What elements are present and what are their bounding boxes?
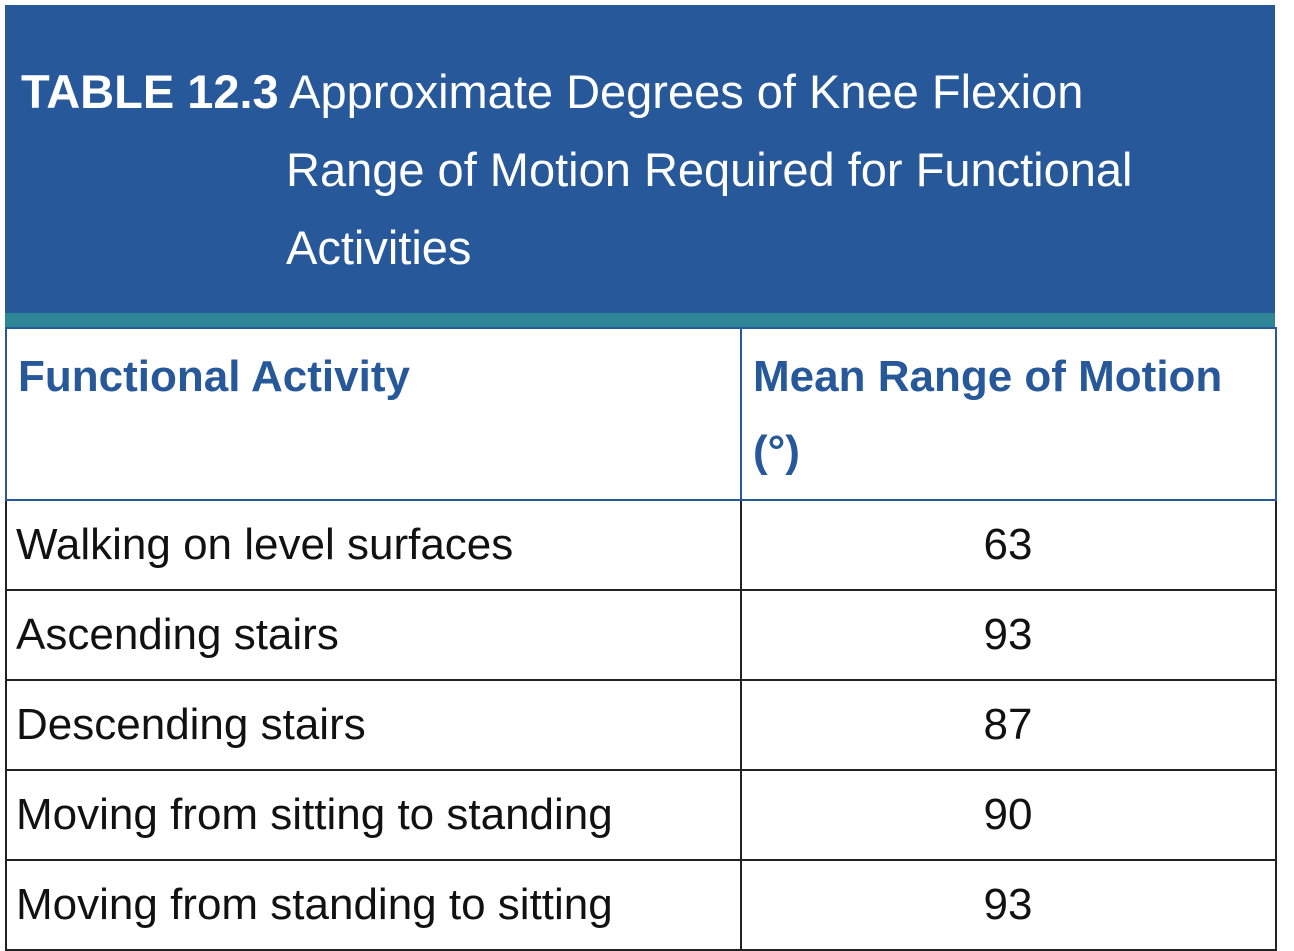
caption-divider [5, 313, 1275, 327]
range-cell: 90 [740, 769, 1277, 861]
table-row: Descending stairs 87 [5, 679, 1277, 771]
table-row: Ascending stairs 93 [5, 589, 1277, 681]
range-cell: 93 [740, 859, 1277, 951]
table-caption: TABLE 12.3 Approximate Degrees of Knee F… [5, 5, 1275, 313]
activity-cell: Moving from sitting to standing [5, 769, 742, 861]
activity-cell: Ascending stairs [5, 589, 742, 681]
table-row: Walking on level surfaces 63 [5, 499, 1277, 591]
table-row: Moving from sitting to standing 90 [5, 769, 1277, 861]
data-table: TABLE 12.3 Approximate Degrees of Knee F… [5, 5, 1277, 951]
table-title-line1: Approximate Degrees of Knee Flexion [289, 65, 1084, 118]
activity-cell: Walking on level surfaces [5, 499, 742, 591]
header-functional-activity: Functional Activity [5, 327, 742, 501]
table-number: TABLE 12.3 [21, 65, 279, 118]
range-cell: 87 [740, 679, 1277, 771]
activity-cell: Descending stairs [5, 679, 742, 771]
knee-flexion-table: Functional Activity Mean Range of Motion… [5, 327, 1277, 951]
activity-cell: Moving from standing to sitting [5, 859, 742, 951]
range-cell: 63 [740, 499, 1277, 591]
table-title-continuation: Range of Motion Required for Functional … [286, 143, 1133, 274]
header-mean-range: Mean Range of Motion (°) [740, 327, 1277, 501]
range-cell: 93 [740, 589, 1277, 681]
table-row: Moving from standing to sitting 93 [5, 859, 1277, 951]
header-row: Functional Activity Mean Range of Motion… [5, 327, 1277, 501]
